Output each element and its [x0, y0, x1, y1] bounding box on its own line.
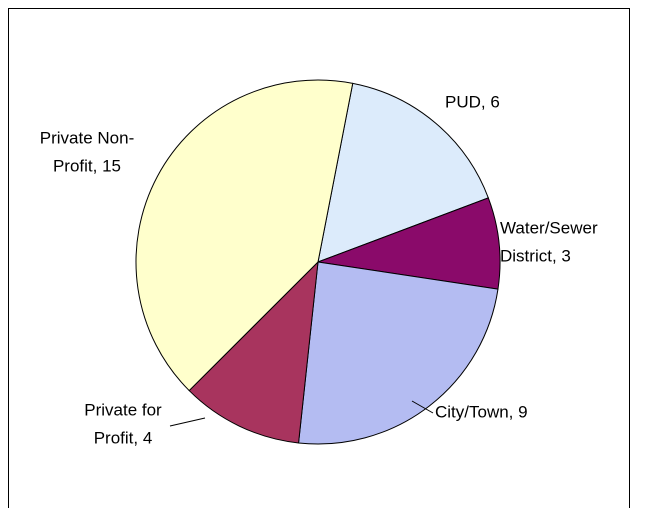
data-label: Profit, 15	[53, 156, 121, 175]
data-label: PUD, 6	[445, 92, 500, 111]
pie-slice	[316, 197, 501, 290]
pie-slice	[188, 260, 319, 444]
pie-slice	[135, 79, 354, 392]
pie-slice	[297, 261, 499, 445]
data-label: Profit, 4	[94, 428, 153, 447]
data-label: Private for	[84, 400, 162, 419]
data-label: Water/Sewer	[500, 218, 598, 237]
leader-line	[169, 417, 206, 427]
data-label: City/Town, 9	[435, 402, 528, 421]
pie-slice	[317, 82, 489, 263]
data-label: Private Non-	[40, 128, 134, 147]
leader-line	[411, 400, 434, 414]
data-label: District, 3	[500, 246, 571, 265]
